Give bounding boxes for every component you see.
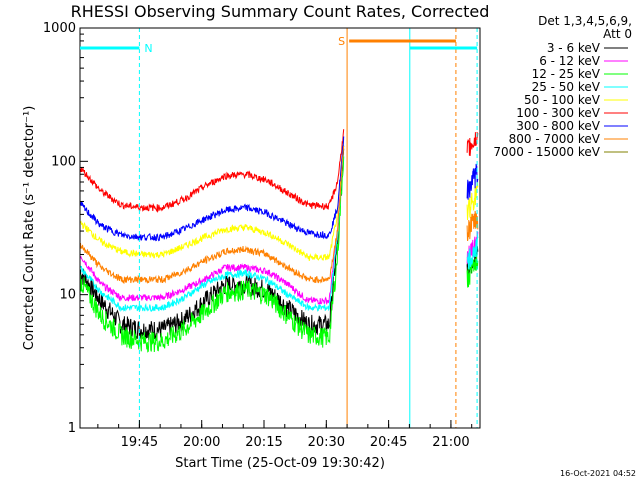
annotation-label-0: N <box>144 42 152 55</box>
plot-lines <box>79 129 479 353</box>
series-line-3 <box>79 145 345 312</box>
y-tick-label: 1000 <box>43 21 76 36</box>
legend-label: 100 - 300 keV <box>516 106 600 120</box>
series-line-2 <box>79 156 345 353</box>
x-tick-label: 20:00 <box>183 435 220 450</box>
legend-header-1: Det 1,3,4,5,6,9, <box>538 14 632 28</box>
series-tail-5 <box>466 131 479 157</box>
series-line-4 <box>79 138 345 261</box>
series-line-6 <box>79 136 345 242</box>
series-tail-7 <box>466 210 479 241</box>
x-tick-label: 20:45 <box>370 435 407 450</box>
annotation-label-1: S <box>338 35 345 48</box>
legend-header-2: Att 0 <box>603 27 632 41</box>
y-axis-label: Corrected Count Rate (s⁻¹ detector⁻¹) <box>22 106 37 351</box>
y-tick-label: 10 <box>59 288 76 303</box>
series-tail-3 <box>466 234 479 270</box>
legend-label: 6 - 12 keV <box>539 54 601 68</box>
plot-timestamp: 16-Oct-2021 04:52 <box>560 469 636 478</box>
annotations: NS <box>80 35 478 55</box>
y-tick-label: 100 <box>51 154 76 169</box>
legend-label: 12 - 25 keV <box>532 67 601 81</box>
series-line-7 <box>79 146 345 285</box>
plot-frame <box>79 27 481 429</box>
series-line-1 <box>79 146 345 306</box>
legend-label: 800 - 7000 keV <box>509 132 601 146</box>
legend-label: 3 - 6 keV <box>547 41 601 55</box>
series-tail-6 <box>466 163 479 200</box>
event-lines <box>138 28 478 428</box>
x-axis-label: Start Time (25-Oct-09 19:30:42) <box>175 456 385 471</box>
y-tick-label: 1 <box>68 421 76 436</box>
y-axis: 1 10 100 1000 <box>43 21 88 436</box>
x-axis: 19:45 20:00 20:15 20:30 20:45 21:00 <box>97 420 473 450</box>
x-tick-label: 20:30 <box>308 435 345 450</box>
series-line-5 <box>79 129 345 213</box>
x-tick-label: 21:00 <box>432 435 469 450</box>
legend-label: 7000 - 15000 keV <box>493 145 600 159</box>
x-tick-label: 19:45 <box>121 435 158 450</box>
x-tick-label: 20:15 <box>245 435 282 450</box>
legend-label: 50 - 100 keV <box>524 93 601 107</box>
legend-label: 25 - 50 keV <box>532 80 601 94</box>
chart-title: RHESSI Observing Summary Count Rates, Co… <box>71 2 490 21</box>
legend-label: 300 - 800 keV <box>516 119 600 133</box>
series-tail-4 <box>466 182 479 221</box>
